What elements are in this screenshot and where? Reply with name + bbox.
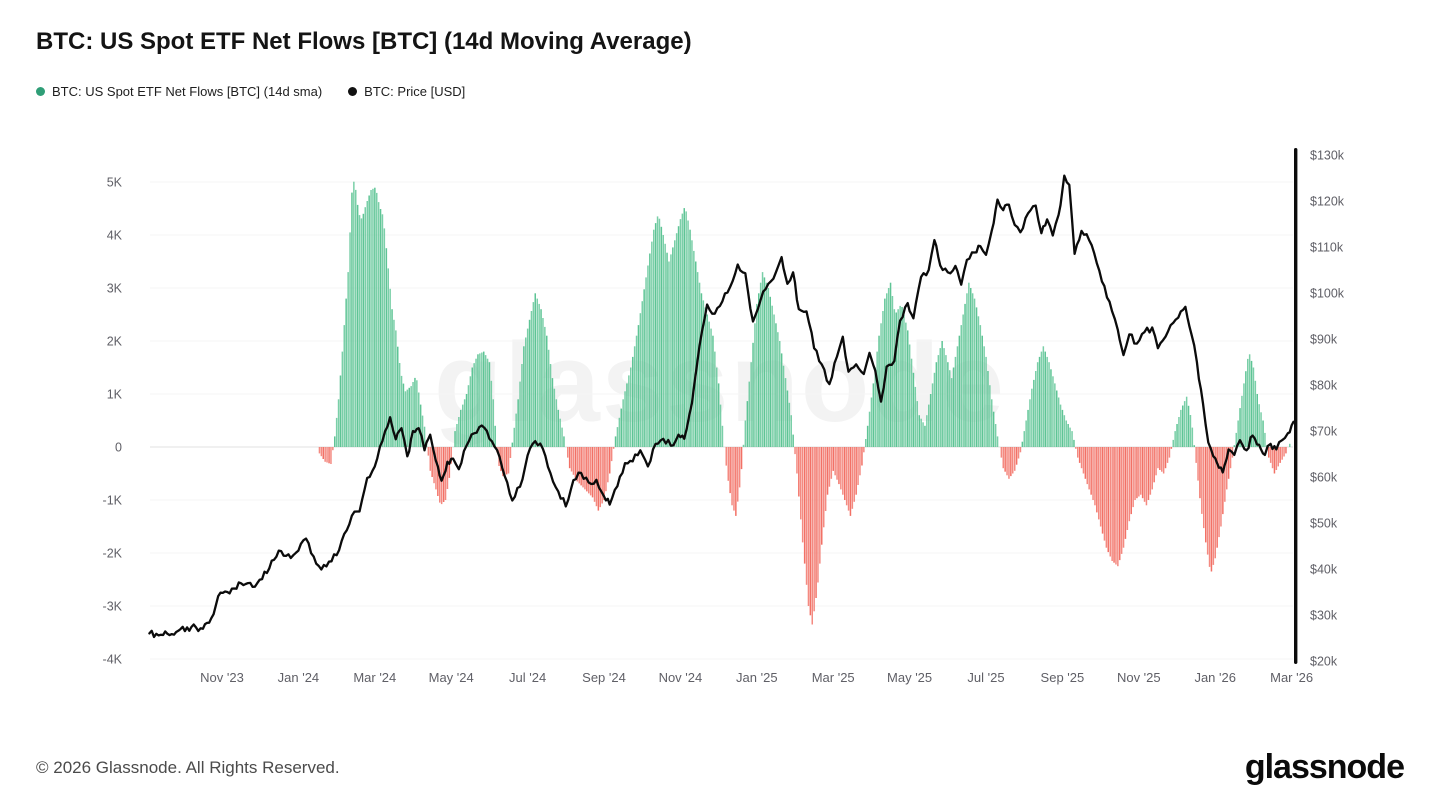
svg-text:$60k: $60k [1310, 471, 1338, 485]
svg-text:Sep '24: Sep '24 [582, 670, 626, 685]
svg-text:Jul '24: Jul '24 [509, 670, 546, 685]
copyright-text: © 2026 Glassnode. All Rights Reserved. [36, 758, 340, 777]
svg-text:Mar '26: Mar '26 [1270, 670, 1313, 685]
svg-text:$30k: $30k [1310, 609, 1338, 623]
svg-text:$80k: $80k [1310, 379, 1338, 393]
svg-text:-3K: -3K [103, 600, 123, 614]
svg-text:Nov '25: Nov '25 [1117, 670, 1161, 685]
svg-text:Nov '24: Nov '24 [659, 670, 703, 685]
svg-text:$70k: $70k [1310, 425, 1338, 439]
legend-item-price[interactable]: BTC: Price [USD] [348, 84, 465, 99]
svg-text:Nov '23: Nov '23 [200, 670, 244, 685]
svg-text:$110k: $110k [1310, 241, 1344, 255]
svg-text:2K: 2K [107, 335, 123, 349]
svg-text:$90k: $90k [1310, 333, 1338, 347]
svg-text:May '25: May '25 [887, 670, 932, 685]
svg-text:0: 0 [115, 441, 122, 455]
svg-text:Jul '25: Jul '25 [967, 670, 1004, 685]
svg-text:-1K: -1K [103, 494, 123, 508]
svg-text:$130k: $130k [1310, 149, 1345, 163]
svg-text:Sep '25: Sep '25 [1041, 670, 1085, 685]
chart-legend: BTC: US Spot ETF Net Flows [BTC] (14d sm… [36, 84, 465, 99]
svg-text:$20k: $20k [1310, 655, 1338, 669]
svg-text:Jan '25: Jan '25 [736, 670, 778, 685]
svg-text:Mar '24: Mar '24 [353, 670, 396, 685]
svg-text:5K: 5K [107, 176, 123, 190]
svg-text:$120k: $120k [1310, 195, 1345, 209]
svg-text:-2K: -2K [103, 547, 123, 561]
svg-text:$50k: $50k [1310, 517, 1338, 531]
svg-text:Jan '26: Jan '26 [1194, 670, 1236, 685]
legend-label-flows: BTC: US Spot ETF Net Flows [BTC] (14d sm… [52, 84, 323, 99]
svg-text:4K: 4K [107, 229, 123, 243]
svg-text:May '24: May '24 [429, 670, 474, 685]
svg-text:Jan '24: Jan '24 [278, 670, 320, 685]
svg-text:$100k: $100k [1310, 287, 1345, 301]
flows-price-chart: 5K 4K 3K 2K 1K 0 -1K -2K -3K -4K $130k $120k $110k $1… [103, 148, 1345, 685]
chart-title: BTC: US Spot ETF Net Flows [BTC] (14d Mo… [36, 28, 692, 55]
svg-text:$40k: $40k [1310, 563, 1338, 577]
price-series-dot-icon [348, 87, 358, 96]
legend-label-price: BTC: Price [USD] [364, 84, 466, 99]
svg-text:3K: 3K [107, 282, 123, 296]
legend-item-flows[interactable]: BTC: US Spot ETF Net Flows [BTC] (14d sm… [36, 84, 322, 99]
flows-series-dot-icon [36, 87, 45, 96]
glassnode-logo: glassnode [1244, 748, 1405, 786]
svg-text:Mar '25: Mar '25 [812, 670, 855, 685]
svg-text:-4K: -4K [103, 653, 123, 667]
svg-text:1K: 1K [107, 388, 123, 402]
